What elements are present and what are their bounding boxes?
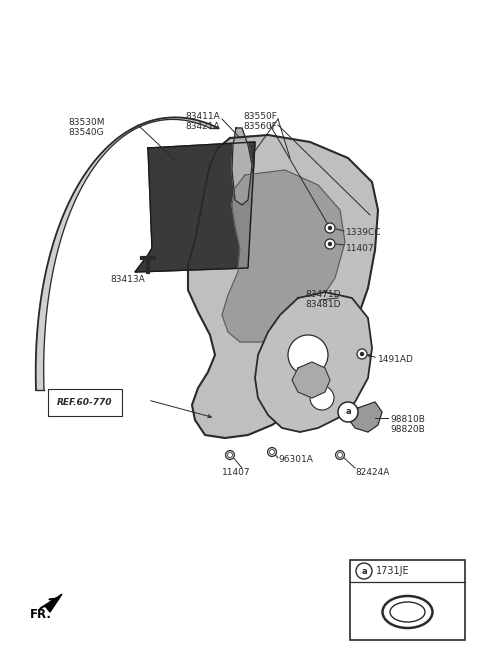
Text: 1491AD: 1491AD [378, 355, 414, 364]
Text: 83411A
83421A: 83411A 83421A [185, 112, 220, 131]
Bar [350, 560, 465, 640]
Text: 1731JE: 1731JE [376, 566, 409, 576]
Circle shape [325, 239, 335, 249]
Circle shape [337, 453, 342, 457]
Circle shape [328, 226, 332, 230]
Text: 83530M
83540G: 83530M 83540G [68, 118, 105, 137]
Text: 1339CC: 1339CC [346, 228, 382, 237]
Polygon shape [45, 594, 62, 612]
Text: 11407: 11407 [222, 468, 251, 477]
Circle shape [288, 335, 328, 375]
Polygon shape [135, 142, 255, 272]
Text: a: a [345, 407, 351, 417]
Text: 98810B
98820B: 98810B 98820B [390, 415, 425, 434]
Polygon shape [188, 135, 378, 438]
Circle shape [360, 352, 363, 356]
Circle shape [310, 386, 334, 410]
Circle shape [338, 402, 358, 422]
Text: 11407: 11407 [346, 244, 374, 253]
Text: a: a [361, 567, 367, 575]
Text: 96301A: 96301A [278, 455, 313, 464]
Circle shape [228, 453, 232, 457]
Polygon shape [255, 292, 372, 432]
Text: 82424A: 82424A [355, 468, 389, 477]
Circle shape [356, 563, 372, 579]
Circle shape [336, 451, 345, 459]
Text: FR.: FR. [30, 608, 52, 621]
Circle shape [226, 451, 235, 459]
Text: 83471D
83481D: 83471D 83481D [305, 290, 340, 310]
Polygon shape [232, 128, 252, 205]
Circle shape [357, 349, 367, 359]
Polygon shape [292, 362, 330, 398]
Polygon shape [36, 117, 218, 390]
Polygon shape [222, 170, 345, 342]
Circle shape [270, 449, 275, 455]
Circle shape [267, 447, 276, 457]
Circle shape [325, 223, 335, 233]
Text: REF.60-770: REF.60-770 [57, 398, 112, 407]
Polygon shape [348, 402, 382, 432]
Text: 83413A: 83413A [110, 275, 145, 284]
Circle shape [328, 243, 332, 245]
Text: 83550F
83560F: 83550F 83560F [243, 112, 277, 131]
